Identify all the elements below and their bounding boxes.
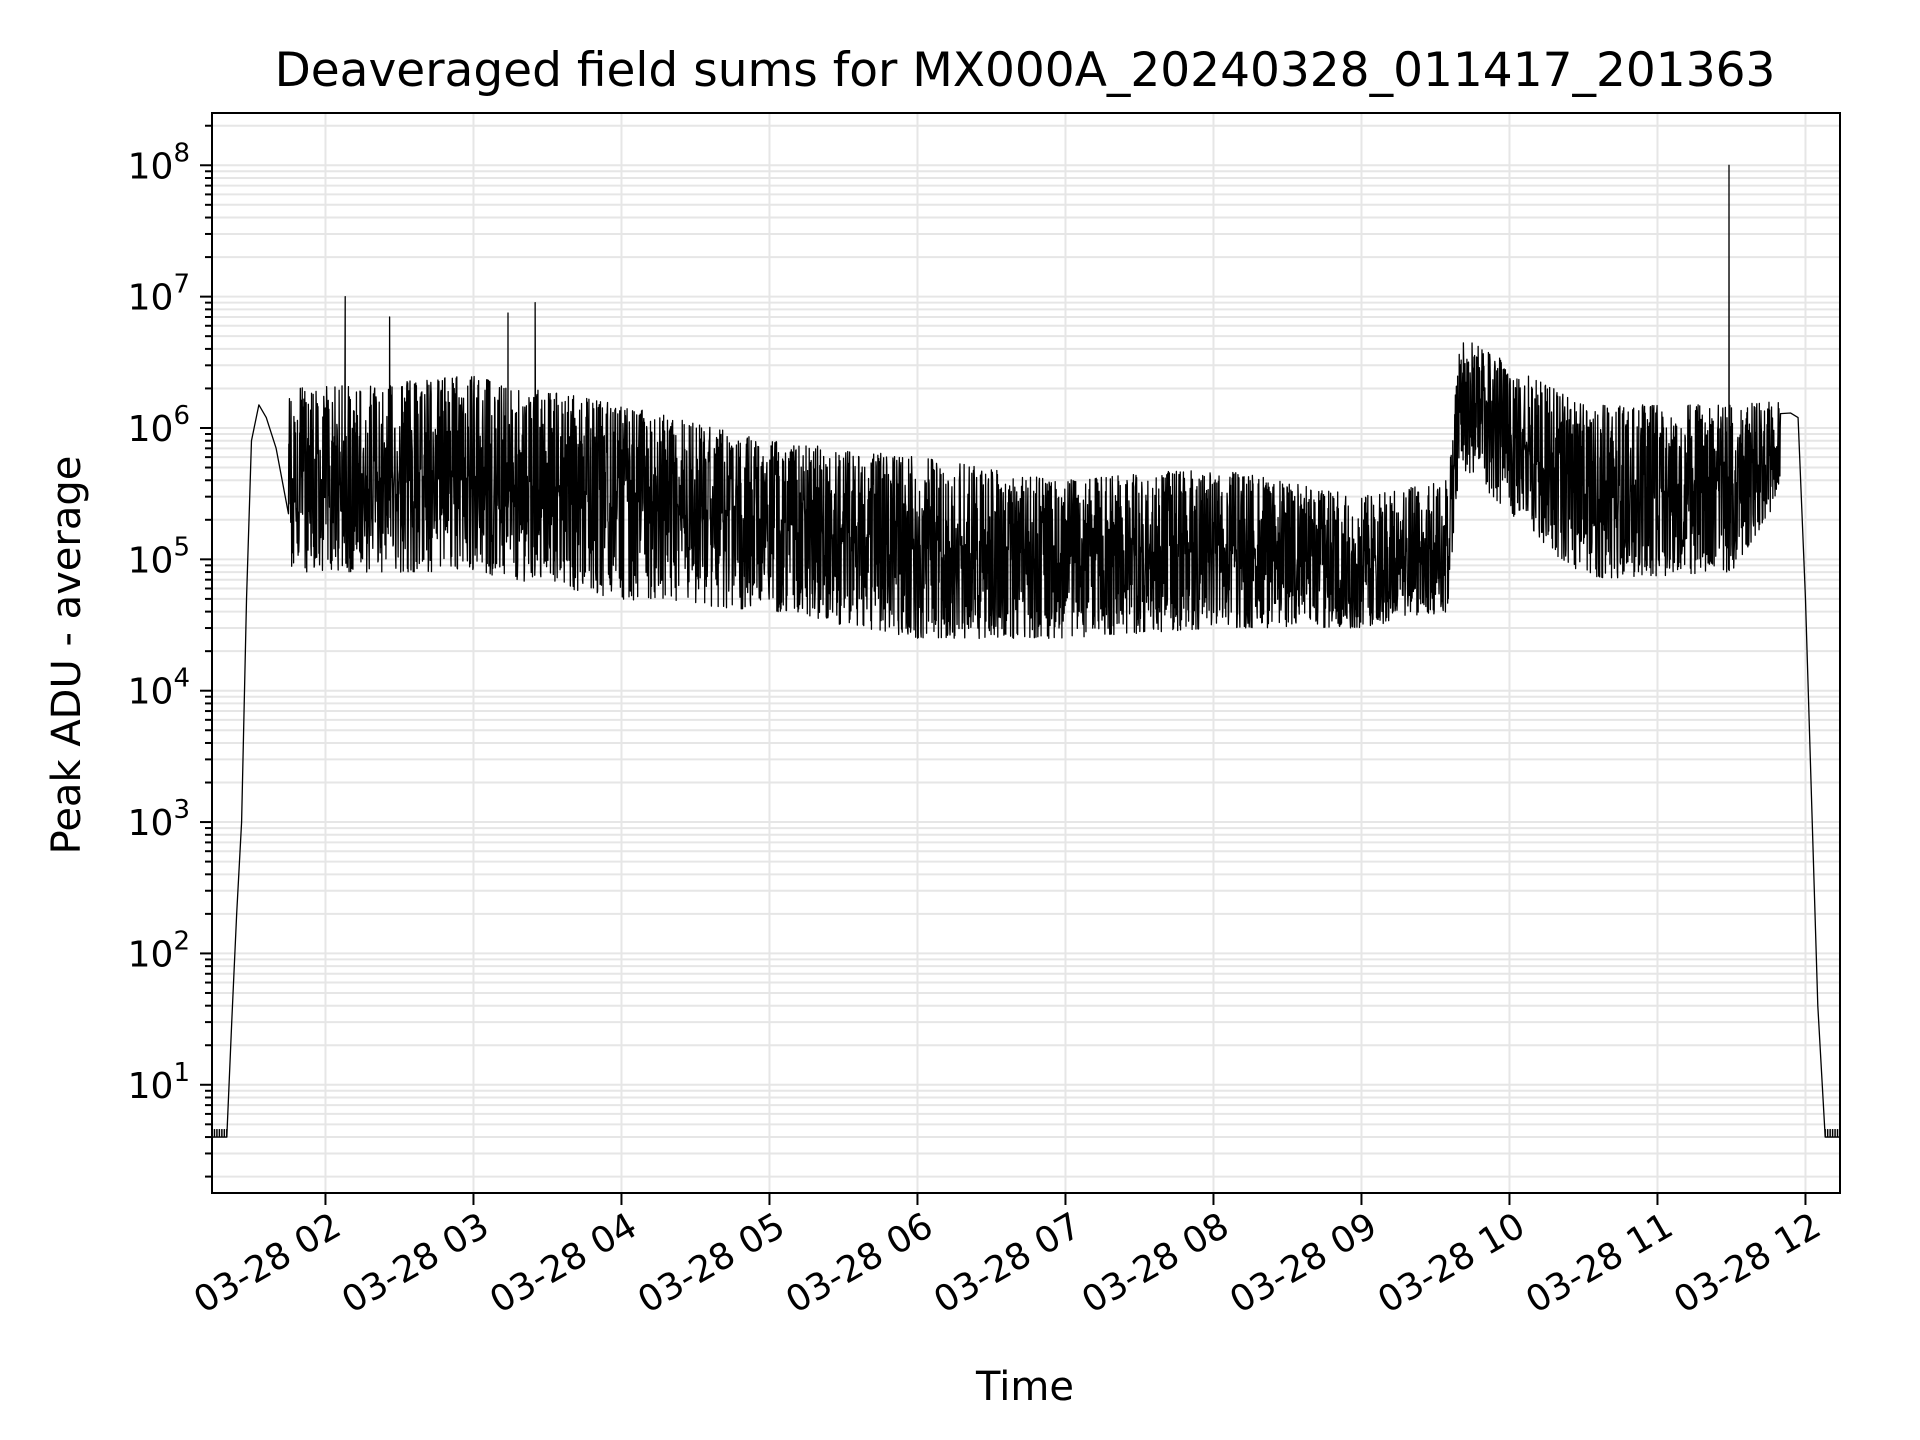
y-tick-exponent: 4 bbox=[173, 664, 190, 694]
x-axis-label: Time bbox=[975, 1364, 1074, 1410]
y-tick-exponent: 7 bbox=[173, 270, 190, 300]
grid bbox=[212, 113, 1840, 1193]
y-tick-base: 10 bbox=[128, 278, 174, 319]
y-tick-exponent: 6 bbox=[173, 401, 190, 431]
y-tick-label: 103 bbox=[128, 795, 190, 844]
y-tick-base: 10 bbox=[128, 803, 174, 844]
y-tick-label: 105 bbox=[128, 532, 190, 581]
y-tick-label: 108 bbox=[128, 138, 190, 187]
y-tick-base: 10 bbox=[128, 672, 174, 713]
y-tick-label: 107 bbox=[128, 270, 190, 319]
y-tick-label: 106 bbox=[128, 401, 190, 450]
chart-title: Deaveraged field sums for MX000A_2024032… bbox=[275, 43, 1776, 98]
y-tick-label: 104 bbox=[128, 664, 190, 713]
plot-frame bbox=[211, 112, 1841, 1194]
y-tick-exponent: 3 bbox=[173, 795, 190, 825]
y-tick-label: 101 bbox=[128, 1058, 190, 1107]
y-tick-exponent: 2 bbox=[173, 926, 190, 956]
y-tick-exponent: 8 bbox=[173, 138, 190, 168]
y-axis-label: Peak ADU - average bbox=[44, 456, 90, 855]
y-tick-base: 10 bbox=[128, 146, 174, 187]
y-tick-base: 10 bbox=[128, 934, 174, 975]
y-tick-exponent: 5 bbox=[173, 532, 190, 562]
y-tick-exponent: 1 bbox=[173, 1058, 190, 1088]
y-tick-label: 102 bbox=[128, 926, 190, 975]
series-line bbox=[212, 164, 1840, 1138]
y-tick-base: 10 bbox=[128, 409, 174, 450]
y-tick-base: 10 bbox=[128, 1066, 174, 1107]
y-tick-base: 10 bbox=[128, 540, 174, 581]
